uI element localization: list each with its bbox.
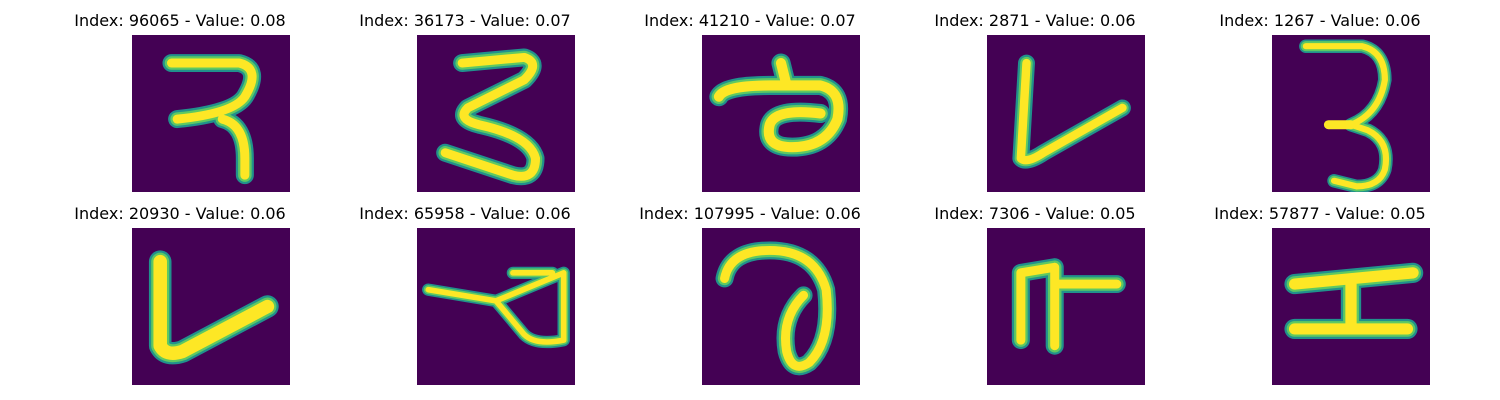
sample-tile: Index: 107995 - Value: 0.06 [600,193,900,386]
sample-index: 65958 [413,204,465,223]
sample-value: 0.06 [535,204,571,223]
sample-value: 0.06 [825,204,861,223]
sample-value: 0.06 [250,204,286,223]
sample-image [1272,35,1430,192]
sample-title: Index: 96065 - Value: 0.08 [74,11,286,30]
sample-tile: Index: 20930 - Value: 0.06 [30,193,330,386]
sample-title: Index: 2871 - Value: 0.06 [934,11,1136,30]
sample-image [132,35,290,192]
sample-title: Index: 41210 - Value: 0.07 [644,11,856,30]
sample-value: 0.07 [820,11,856,30]
sample-tile: Index: 65958 - Value: 0.06 [315,193,615,386]
sample-image [417,228,575,385]
sample-index: 2871 [988,11,1030,30]
sample-tile: Index: 2871 - Value: 0.06 [885,0,1185,193]
sample-value: 0.05 [1390,204,1426,223]
sample-tile: Index: 41210 - Value: 0.07 [600,0,900,193]
sample-index: 41210 [698,11,750,30]
sample-tile: Index: 96065 - Value: 0.08 [30,0,330,193]
sample-title: Index: 1267 - Value: 0.06 [1219,11,1421,30]
sample-title: Index: 20930 - Value: 0.06 [74,204,286,223]
sample-image [132,228,290,385]
sample-image [702,228,860,385]
sample-index: 7306 [988,204,1030,223]
sample-image [987,228,1145,385]
sample-index: 36173 [413,11,465,30]
sample-title: Index: 7306 - Value: 0.05 [934,204,1136,223]
sample-title: Index: 36173 - Value: 0.07 [359,11,571,30]
sample-tile: Index: 36173 - Value: 0.07 [315,0,615,193]
sample-image [1272,228,1430,385]
sample-title: Index: 107995 - Value: 0.06 [639,204,861,223]
sample-index: 96065 [128,11,180,30]
sample-index: 57877 [1268,204,1320,223]
sample-value: 0.05 [1099,204,1136,223]
sample-image [417,35,575,192]
sample-image [987,35,1145,192]
sample-tile: Index: 57877 - Value: 0.05 [1170,193,1470,386]
sample-index: 20930 [128,204,180,223]
sample-image [702,35,860,192]
sample-value: 0.07 [535,11,571,30]
sample-value: 0.08 [250,11,286,30]
sample-index: 107995 [693,204,755,223]
sample-tile: Index: 1267 - Value: 0.06 [1170,0,1470,193]
sample-tile: Index: 7306 - Value: 0.05 [885,193,1185,386]
sample-value: 0.06 [1384,11,1421,30]
sample-index: 1267 [1273,11,1315,30]
sample-title: Index: 65958 - Value: 0.06 [359,204,571,223]
sample-title: Index: 57877 - Value: 0.05 [1214,204,1426,223]
sample-value: 0.06 [1099,11,1136,30]
